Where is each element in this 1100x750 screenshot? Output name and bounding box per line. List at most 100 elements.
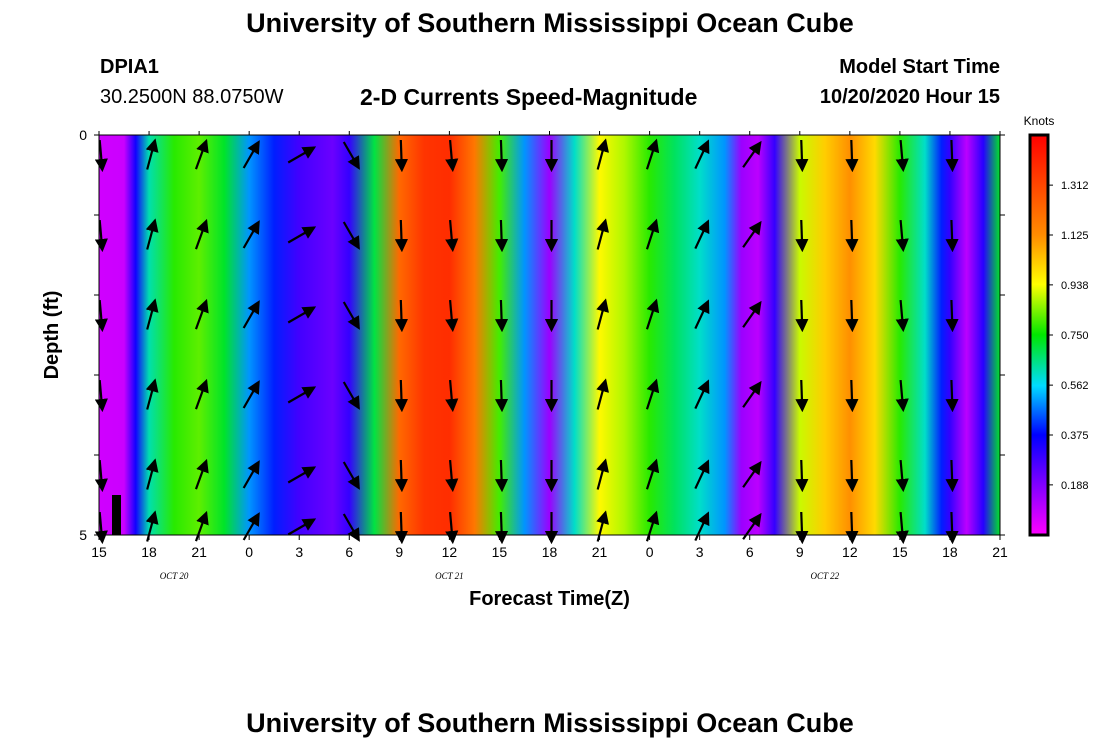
x-tick-label-17: 18 [942,544,958,560]
current-vector-1-0 [94,219,108,253]
current-vector-4-1 [145,458,159,490]
current-vector-4-0 [94,459,108,493]
current-vector-2-11 [645,298,660,330]
footer-title: University of Southern Mississippi Ocean… [246,708,854,738]
depth-marker-bar [112,495,121,535]
current-vector-4-6 [394,459,409,493]
current-vector-5-4 [287,518,317,536]
x-tick-label-14: 9 [796,544,804,560]
current-vector-4-17 [945,459,959,493]
x-tick-label-5: 6 [345,544,353,560]
x-tick-label-12: 3 [696,544,704,560]
current-vector-2-5 [342,301,360,330]
current-vector-0-1 [145,138,159,170]
current-vector-5-10 [596,510,609,542]
colorbar-tick-label-1: 0.375 [1061,430,1089,442]
current-vector-0-17 [945,139,959,173]
current-vector-3-1 [145,378,159,410]
current-vector-3-0 [94,379,108,413]
date-label-2: OCT 22 [811,571,840,581]
current-vector-5-16 [895,511,909,545]
x-tick-label-8: 15 [492,544,508,560]
y-tick-label-1: 5 [79,527,87,543]
current-vector-4-12 [694,459,710,490]
current-vector-0-13 [742,140,762,168]
current-vector-3-6 [394,379,409,413]
current-vector-2-0 [94,299,108,333]
current-vector-1-13 [742,220,762,248]
current-vector-2-14 [795,299,809,333]
x-tick-label-6: 9 [395,544,403,560]
current-vector-3-8 [494,379,509,413]
current-vector-2-6 [394,299,409,333]
current-vector-1-12 [694,219,710,250]
x-tick-label-4: 3 [295,544,303,560]
current-vector-1-11 [645,218,660,250]
y-tick-label-0: 0 [79,127,87,143]
current-vector-0-2 [194,138,209,170]
current-vector-0-15 [845,139,859,173]
current-vector-4-4 [287,466,317,484]
date-label-1: OCT 21 [435,571,464,581]
current-vector-1-4 [287,226,317,244]
colorbar-tick-label-0: 0.188 [1061,480,1089,492]
colorbar-tick-label-3: 0.750 [1061,330,1089,342]
current-vector-2-13 [742,300,762,328]
current-vector-0-3 [242,140,260,169]
colorbar-unit: Knots [1024,114,1055,128]
colorbar-tick-label-2: 0.562 [1061,380,1089,392]
current-vector-1-1 [145,218,159,250]
speed-heatmap [99,135,1000,535]
current-vector-3-12 [694,379,710,410]
current-vector-3-13 [742,380,762,408]
current-vector-4-14 [795,459,809,493]
current-vector-5-2 [194,510,209,542]
current-vector-4-7 [445,459,459,493]
current-vector-4-8 [494,459,509,493]
current-vector-1-17 [945,219,959,253]
x-tick-label-16: 15 [892,544,908,560]
current-vector-0-7 [445,139,459,173]
current-vector-3-17 [945,379,959,413]
x-tick-label-3: 0 [245,544,253,560]
current-vector-2-1 [145,298,159,330]
current-vector-2-7 [445,299,459,333]
current-vector-3-16 [895,379,909,413]
x-tick-label-2: 21 [191,544,207,560]
colorbar-tick-label-4: 0.938 [1061,280,1089,292]
current-vector-0-8 [494,139,509,173]
current-vector-5-15 [845,511,859,545]
current-vector-5-11 [645,510,660,542]
x-tick-label-11: 0 [646,544,654,560]
current-vector-5-8 [494,511,509,545]
current-vector-1-15 [845,219,859,253]
current-vector-3-11 [645,378,660,410]
x-tick-label-1: 18 [141,544,157,560]
current-vector-5-3 [242,512,260,541]
current-vector-4-16 [895,459,909,493]
current-vector-1-16 [895,219,909,253]
current-vector-5-5 [342,513,360,542]
current-vector-3-5 [342,381,360,410]
model-start-time: 10/20/2020 Hour 15 [819,86,1000,108]
current-vector-3-7 [445,379,459,413]
current-vector-3-14 [795,379,809,413]
current-vector-4-3 [242,460,260,489]
current-vector-1-5 [342,221,360,250]
model-start-label: Model Start Time [839,56,1000,78]
current-vector-5-7 [445,511,459,545]
current-vector-0-4 [287,146,317,164]
station-coordinates: 30.2500N 88.0750W [100,86,284,108]
current-vector-4-11 [645,458,660,490]
current-vector-3-3 [242,380,260,409]
current-vector-0-11 [645,138,660,170]
current-vector-1-8 [494,219,509,253]
colorbar-tick-label-6: 1.312 [1061,180,1089,192]
date-label-0: OCT 20 [160,571,189,581]
station-id: DPIA1 [100,56,159,78]
current-vector-0-6 [394,139,409,173]
x-tick-label-10: 21 [592,544,608,560]
x-tick-label-7: 12 [442,544,458,560]
x-tick-label-18: 21 [992,544,1008,560]
